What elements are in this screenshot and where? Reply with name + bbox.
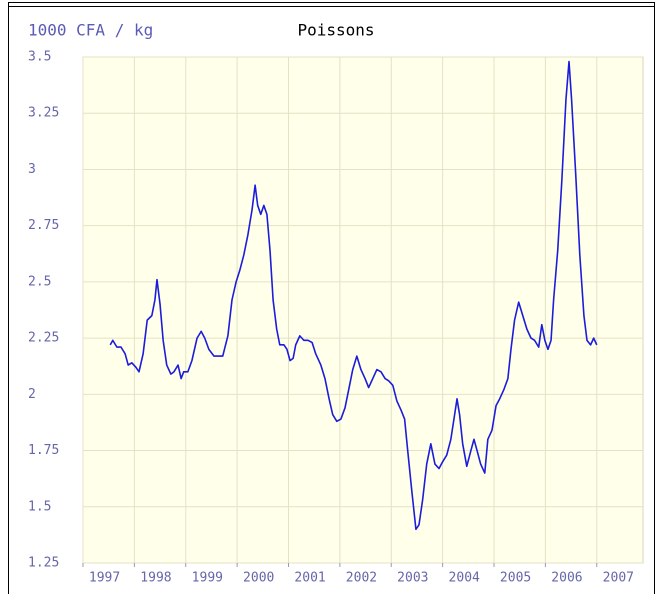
x-tick-label: 2000 xyxy=(243,571,274,586)
plot-area xyxy=(82,56,644,564)
y-tick-label: 2.5 xyxy=(28,274,51,289)
x-tick-label: 2001 xyxy=(294,571,325,586)
x-tick-label: 2007 xyxy=(603,571,634,586)
y-tick-label: 1.25 xyxy=(28,556,59,571)
x-tick-label: 2004 xyxy=(449,571,480,586)
x-tick-label: 2002 xyxy=(346,571,377,586)
y-tick-label: 2.75 xyxy=(28,218,59,233)
y-tick-label: 3.25 xyxy=(28,106,59,121)
x-tick-label: 2005 xyxy=(500,571,531,586)
y-tick-label: 2.25 xyxy=(28,331,59,346)
y-tick-label: 3.5 xyxy=(28,50,51,65)
data-line xyxy=(109,60,598,531)
x-tick-label: 2003 xyxy=(397,571,428,586)
y-tick-label: 1.5 xyxy=(28,499,51,514)
x-tick-label: 1997 xyxy=(89,571,120,586)
y-axis-label: 1000 CFA / kg xyxy=(28,21,153,40)
x-tick-label: 2006 xyxy=(551,571,582,586)
x-tick-label: 1998 xyxy=(140,571,171,586)
x-tick-label: 1999 xyxy=(192,571,223,586)
y-tick-label: 3 xyxy=(28,162,36,177)
chart-title: Poissons xyxy=(297,21,374,40)
y-tick-label: 2 xyxy=(28,387,36,402)
y-tick-label: 1.75 xyxy=(28,443,59,458)
